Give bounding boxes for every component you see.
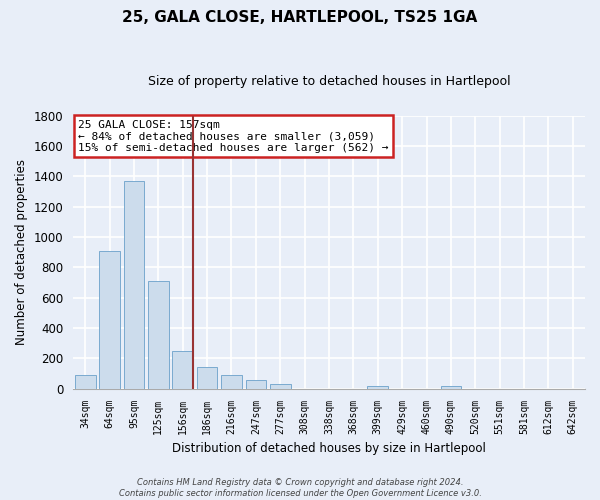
Bar <box>124 181 145 388</box>
Text: 25, GALA CLOSE, HARTLEPOOL, TS25 1GA: 25, GALA CLOSE, HARTLEPOOL, TS25 1GA <box>122 10 478 25</box>
Title: Size of property relative to detached houses in Hartlepool: Size of property relative to detached ho… <box>148 75 511 88</box>
X-axis label: Distribution of detached houses by size in Hartlepool: Distribution of detached houses by size … <box>172 442 486 455</box>
Bar <box>75 376 95 388</box>
Text: 25 GALA CLOSE: 157sqm
← 84% of detached houses are smaller (3,059)
15% of semi-d: 25 GALA CLOSE: 157sqm ← 84% of detached … <box>78 120 389 153</box>
Bar <box>245 380 266 388</box>
Bar <box>270 384 290 388</box>
Bar <box>367 386 388 388</box>
Bar <box>221 376 242 388</box>
Bar <box>148 281 169 388</box>
Bar <box>99 250 120 388</box>
Bar <box>172 351 193 389</box>
Text: Contains HM Land Registry data © Crown copyright and database right 2024.
Contai: Contains HM Land Registry data © Crown c… <box>119 478 481 498</box>
Bar <box>197 366 217 388</box>
Y-axis label: Number of detached properties: Number of detached properties <box>15 159 28 345</box>
Bar <box>440 386 461 388</box>
